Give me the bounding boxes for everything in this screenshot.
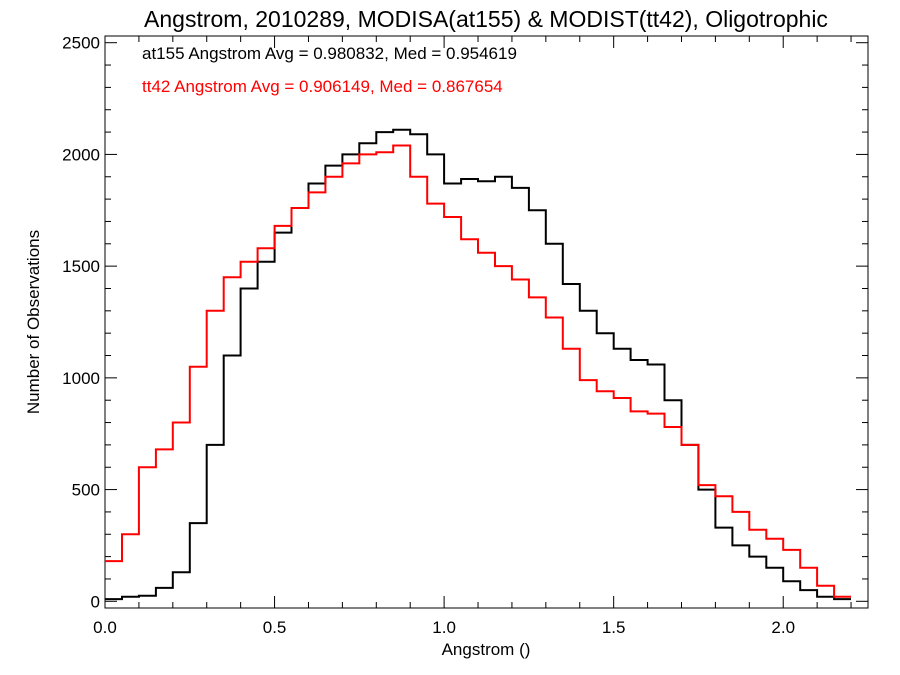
x-axis-label: Angstrom () xyxy=(442,640,531,659)
series-line-at155 xyxy=(105,128,851,601)
x-tick-label: 0.5 xyxy=(263,618,287,637)
series-line-tt42 xyxy=(105,144,851,598)
x-tick-label: 2.0 xyxy=(771,618,795,637)
y-tick-label: 2500 xyxy=(62,34,100,53)
series-lines xyxy=(105,128,851,601)
chart-title: Angstrom, 2010289, MODISA(at155) & MODIS… xyxy=(144,6,828,32)
annotation-tt42: tt42 Angstrom Avg = 0.906149, Med = 0.86… xyxy=(142,77,503,96)
x-tick-labels: 0.0 0.5 1.0 1.5 2.0 xyxy=(93,618,795,637)
y-tick-label: 1000 xyxy=(62,369,100,388)
annotation-at155: at155 Angstrom Avg = 0.980832, Med = 0.9… xyxy=(142,44,517,63)
y-tick-label: 1500 xyxy=(62,257,100,276)
y-tick-label: 500 xyxy=(72,481,100,500)
plot-frame xyxy=(104,35,869,609)
x-tick-label: 1.5 xyxy=(602,618,626,637)
x-tick-label: 0.0 xyxy=(93,618,117,637)
axis-ticks xyxy=(104,36,868,608)
y-tick-label: 2000 xyxy=(62,145,100,164)
y-axis-label: Number of Observations xyxy=(24,230,43,414)
y-tick-label: 0 xyxy=(91,592,100,611)
y-tick-labels: 0 500 1000 1500 2000 2500 xyxy=(62,34,100,612)
x-tick-label: 1.0 xyxy=(432,618,456,637)
